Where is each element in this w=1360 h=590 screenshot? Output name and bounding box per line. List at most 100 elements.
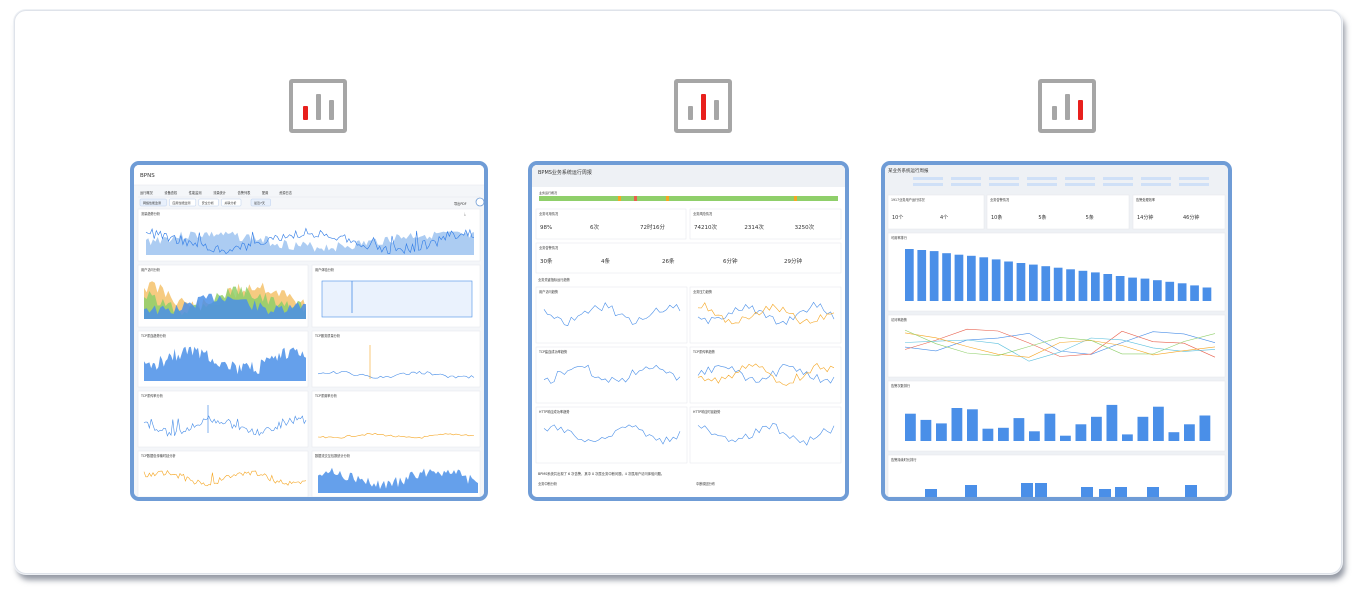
duration-bar [1115,487,1127,497]
duration-bar [1035,483,1047,497]
section-card [311,390,481,448]
duration-bar [965,485,977,497]
tab-item: 资源日志 [279,190,293,195]
alarm-count-bar [1137,416,1149,441]
line-series [904,329,1216,356]
area-series [318,467,478,493]
availability-bar [917,250,927,301]
availability-bar [1016,263,1026,301]
availability-bar [1140,278,1150,301]
report-thumbnail-bpms[interactable]: BPMS业务系统运行周报 业务运行概况 业务可用情况 98% 6次 72时16分 业务风险… [528,161,849,501]
alarm-count-bar [936,423,947,441]
alarm-count-bar [998,427,1009,441]
line-series [543,424,681,445]
line-series [143,415,307,437]
filter-tag [913,177,943,180]
availability-bar [1153,280,1162,301]
section-title: 告警持续时长排行 [891,457,917,462]
kpi-value: 6分钟 [723,257,738,265]
availability-bar [929,251,939,301]
filter-chip-label: 安全分析 [202,200,214,205]
section-card [986,194,1130,230]
tab-item: 运行概况 [140,190,154,195]
kpi-value: 74210次 [694,223,717,231]
bar-chart-icon[interactable] [674,79,732,133]
section-title: 用户体验分析 [315,267,335,272]
availability-bar [1177,283,1187,301]
filter-tag [1027,183,1057,186]
alarm-count-bar [1044,413,1056,441]
alarm-count-bar [1199,415,1211,441]
kpi-value: 5条 [1086,214,1094,221]
availability-bar [1066,269,1075,301]
section-title: TCP重置率分析 [314,393,338,398]
duration-bar [1147,487,1159,497]
tab-item: 配置 [262,190,268,195]
section-title: 1917业务用户运行情况 [891,197,925,202]
alarm-count-bar [1122,434,1133,441]
filter-chip [250,198,271,207]
kpi-value: 26条 [662,257,675,265]
report-thumbnail-bpns[interactable]: BPNS 运行概况 设备查权 性能监测 流量统计 告警列表 配置 资源日志 网络性能监测 应用… [130,161,488,501]
section-title: 数据流交互包数统计分析 [315,453,351,458]
kpi-value: 46分钟 [1183,214,1199,221]
section-card [311,330,481,388]
kpi-value: 29分钟 [784,257,802,265]
section-title: 业务风险情况 [693,211,713,216]
tab-item: 流量统计 [213,190,227,195]
section-title: 用户访问分析 [141,267,161,272]
section-title: 业务中断分析 [538,481,558,486]
tab-item: 告警列表 [238,190,252,195]
bar-chart-icon[interactable] [289,79,347,133]
filter-tag [951,183,981,186]
section-title: 业务告警情况 [539,245,559,250]
thumb1-export[interactable]: 导出PDF [454,201,467,206]
section-title: TCP重连趋势分析 [140,333,167,338]
thumb1-title: BPNS [140,173,155,179]
filter-tag [1179,177,1209,180]
line-series [697,363,835,386]
alarm-count-bar [1091,416,1102,441]
section-title: HTTP响应时延趋势 [693,409,721,414]
availability-bar [1165,281,1175,301]
kpi-value: 4条 [601,257,610,265]
line-series [904,332,1216,358]
status-marker [618,196,621,201]
section-title: TCP服务质量分析 [314,333,341,338]
availability-bar [1115,276,1125,301]
section-title: 业务可用情况 [539,211,559,216]
section-title: 中断原因分布 [696,481,715,486]
section-title: 告警处理效率 [1136,197,1156,202]
line-series [697,422,835,446]
kpi-value: 6次 [590,223,599,231]
report-thumbnail-weekly[interactable]: 某业务系统运行周报 1917业务用户运行情况 10个 4个 业务告警情况 10条 5条 5条… [881,161,1232,501]
line-series [697,363,835,384]
filter-tag [951,177,981,180]
availability-bar [1190,285,1199,301]
section-title: 用户访问趋势 [539,289,559,294]
kpi-value: 5条 [1038,214,1046,221]
scroll-handle-icon[interactable] [475,197,484,207]
availability-bar [1103,274,1113,301]
alarm-count-bar [1075,424,1087,441]
section-card [887,454,1226,497]
section-title: 业务关键指标运行趋势 [538,277,571,282]
filter-tag [1103,177,1133,180]
alarm-count-bar [1184,424,1195,441]
kpi-value: 10条 [991,214,1002,221]
alarm-count-bar [1106,404,1118,441]
filter-chip [169,198,197,207]
filter-tag [989,177,1019,180]
bar-chart-icon[interactable] [1038,79,1096,133]
duration-bar [1081,487,1093,497]
section-card [137,390,309,448]
duration-bar [925,489,937,497]
filter-chip-label: 应用性能监测 [172,200,190,205]
kpi-value: 4个 [940,215,948,221]
section-title: 告警次数排行 [891,383,911,388]
section-title: TCP数据包传输时延分析 [140,453,176,458]
availability-bar [1053,267,1063,301]
section-title: TCP重传率趋势 [692,349,716,354]
filter-tag [1065,177,1095,180]
line-series [543,364,681,384]
